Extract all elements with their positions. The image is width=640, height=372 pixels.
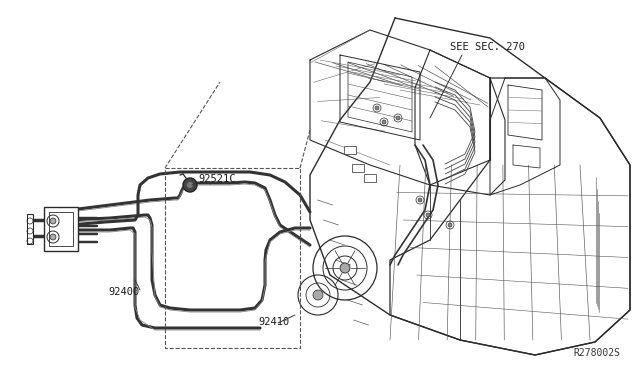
Circle shape [382,120,386,124]
Text: R278002S: R278002S [573,348,620,358]
Text: 92400: 92400 [108,287,140,297]
Text: 92410: 92410 [258,317,289,327]
Text: 92521C: 92521C [198,174,236,184]
Circle shape [186,182,193,189]
Circle shape [396,116,400,120]
Circle shape [426,213,430,217]
FancyBboxPatch shape [27,214,33,244]
Circle shape [313,290,323,300]
FancyBboxPatch shape [49,212,73,246]
Circle shape [50,218,56,224]
Text: SEE SEC. 270: SEE SEC. 270 [450,42,525,52]
Circle shape [375,106,379,110]
Circle shape [50,234,56,240]
FancyBboxPatch shape [352,164,364,172]
FancyBboxPatch shape [364,174,376,182]
Circle shape [448,223,452,227]
FancyBboxPatch shape [44,207,78,251]
Circle shape [340,263,350,273]
Circle shape [183,178,197,192]
FancyBboxPatch shape [344,146,356,154]
Circle shape [418,198,422,202]
